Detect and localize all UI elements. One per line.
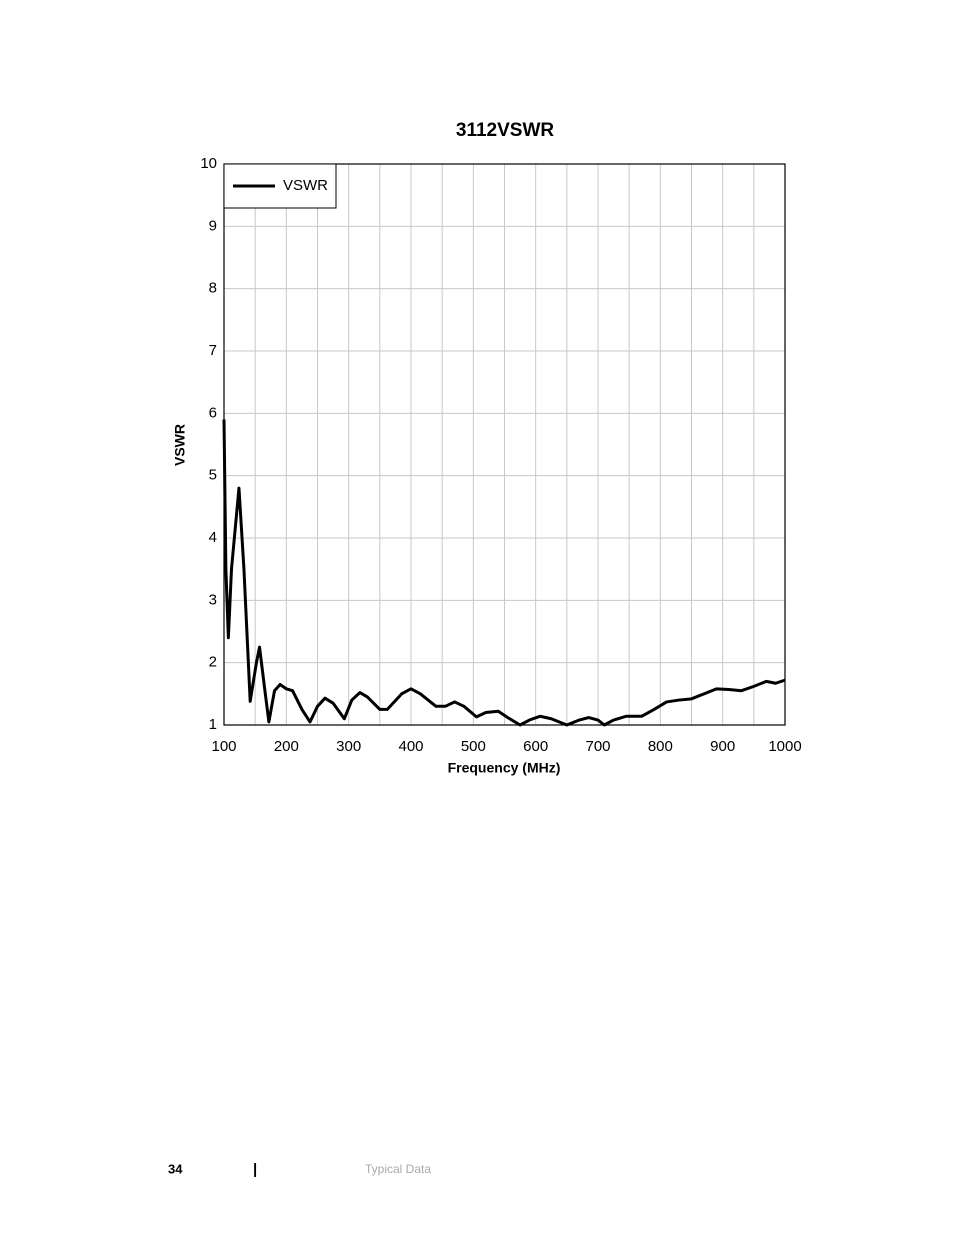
y-tick-label: 9 — [209, 217, 217, 234]
plot: VSWR — [222, 163, 786, 727]
legend-label: VSWR — [283, 177, 328, 194]
section-name: Typical Data — [365, 1162, 431, 1176]
page-number: 34 — [168, 1161, 183, 1176]
chart-title: 3112VSWR — [456, 120, 554, 141]
y-tick-label: 5 — [209, 467, 217, 484]
x-tick-label: 800 — [648, 738, 673, 755]
y-tick-label: 3 — [209, 591, 217, 608]
x-tick-label: 100 — [211, 738, 236, 755]
x-tick-label: 200 — [274, 738, 299, 755]
y-tick-label: 10 — [200, 155, 217, 172]
x-tick-label: 400 — [398, 738, 423, 755]
grid: 1 2 3 4 5 6 7 8 9 10 100 200 300 400 500 600 700 800 900 10… — [200, 155, 801, 755]
separator: | — [253, 1161, 257, 1178]
x-tick-label: 900 — [710, 738, 735, 755]
y-axis-label: VSWR — [172, 424, 188, 466]
line-series — [222, 419, 786, 727]
y-tick-label: 6 — [209, 404, 217, 421]
y-tick-label: 2 — [209, 654, 217, 671]
x-axis-label: Frequency (MHz) — [448, 760, 561, 776]
x-tick-label: 1000 — [768, 738, 801, 755]
x-tick-label: 300 — [336, 738, 361, 755]
x-tick-label: 500 — [461, 738, 486, 755]
x-tick-label: 600 — [523, 738, 548, 755]
x-tick-label: 700 — [585, 738, 610, 755]
y-tick-label: 1 — [209, 716, 217, 733]
y-tick-label: 7 — [209, 342, 217, 359]
y-tick-label: 8 — [209, 280, 217, 297]
y-tick-label: 4 — [209, 529, 217, 546]
